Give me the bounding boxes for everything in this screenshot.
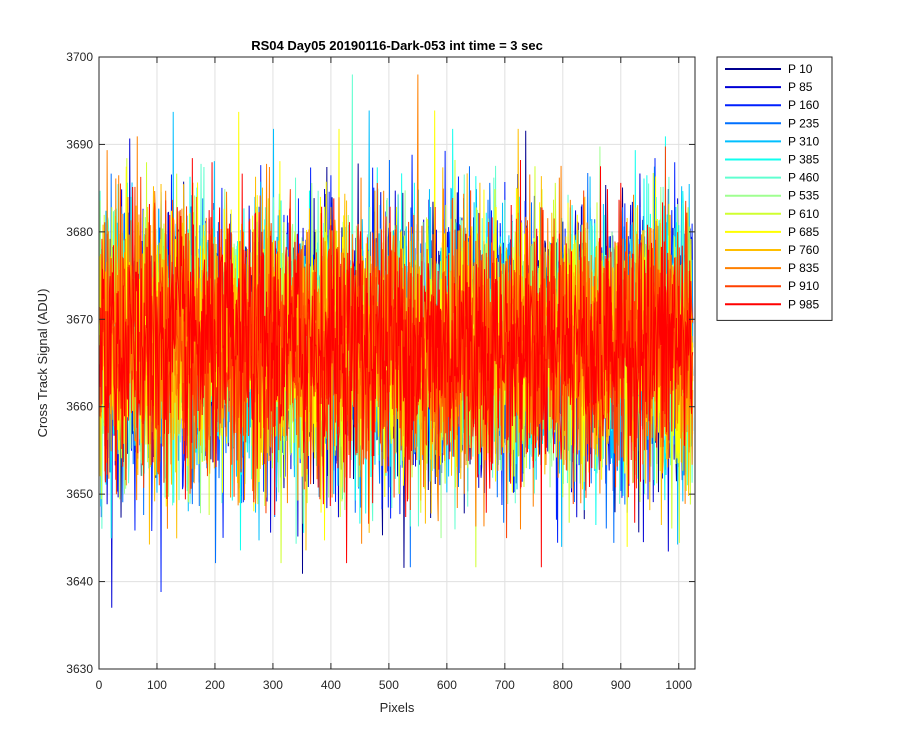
legend-label: P 235	[788, 116, 819, 130]
legend-label: P 910	[788, 279, 819, 293]
y-axis-label: Cross Track Signal (ADU)	[35, 289, 50, 438]
chart-title: RS04 Day05 20190116-Dark-053 int time = …	[251, 38, 543, 53]
y-tick-label: 3690	[66, 137, 93, 151]
x-tick-label: 1000	[665, 678, 692, 692]
x-tick-label: 800	[553, 678, 573, 692]
x-tick-label: 100	[147, 678, 167, 692]
legend-label: P 85	[788, 80, 813, 94]
x-tick-label: 0	[96, 678, 103, 692]
series-layer	[99, 74, 694, 608]
legend-label: P 835	[788, 261, 819, 275]
legend-label: P 460	[788, 171, 819, 185]
y-tick-label: 3660	[66, 400, 93, 414]
legend-label: P 760	[788, 243, 819, 257]
legend-label: P 385	[788, 153, 819, 167]
legend-label: P 535	[788, 189, 819, 203]
y-tick-label: 3680	[66, 225, 93, 239]
x-tick-label: 300	[263, 678, 283, 692]
y-tick-label: 3630	[66, 662, 93, 676]
y-tick-label: 3640	[66, 575, 93, 589]
x-tick-label: 900	[611, 678, 631, 692]
x-tick-label: 700	[495, 678, 515, 692]
tick-labels: 0 100 200 300 400 500 600 700 800 900 1000 3630 3640…	[66, 50, 692, 692]
legend-label: P 310	[788, 134, 819, 148]
y-tick-label: 3670	[66, 312, 93, 326]
legend-label: P 685	[788, 225, 819, 239]
x-tick-label: 200	[205, 678, 225, 692]
x-axis-label: Pixels	[380, 700, 415, 715]
axes	[98, 56, 696, 670]
legend-label: P 610	[788, 207, 819, 221]
series-line-p985	[99, 158, 694, 568]
y-tick-label: 3650	[66, 487, 93, 501]
legend-label: P 985	[788, 297, 819, 311]
x-tick-label: 500	[379, 678, 399, 692]
legend-box	[716, 56, 833, 321]
legend-label: P 10	[788, 62, 813, 76]
axes-box	[98, 56, 696, 670]
legend-label: P 160	[788, 98, 819, 112]
legend: P 10 P 85 P 160 P 235 P 310 P 385 P 460 P 535 P …	[716, 56, 833, 321]
x-tick-label: 400	[321, 678, 341, 692]
x-tick-label: 600	[437, 678, 457, 692]
y-tick-label: 3700	[66, 50, 93, 64]
